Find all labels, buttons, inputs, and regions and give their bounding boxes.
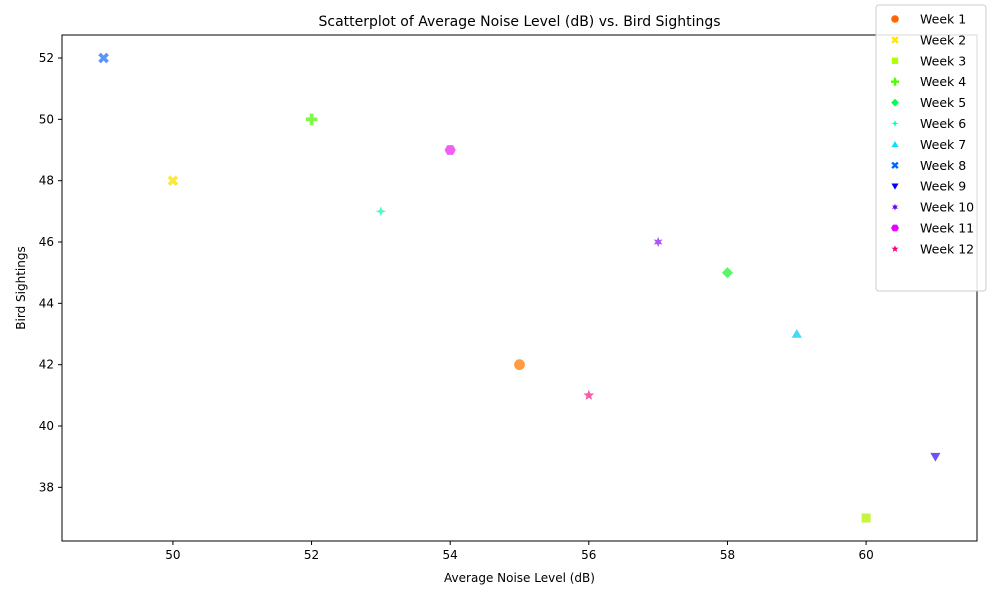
legend-marker: [890, 76, 900, 87]
legend-marker: [890, 223, 900, 233]
y-tick-label: 44: [39, 296, 54, 310]
legend-marker: [890, 35, 900, 45]
legend-marker: [889, 117, 901, 130]
legend-label: Week 9: [920, 179, 966, 194]
legend: Week 1 Week 2 Week 3 Week 4 Week 5 Week 6 Week…: [875, 4, 987, 292]
y-axis-label: Bird Sightings: [14, 246, 28, 329]
y-tick-label: 48: [39, 174, 54, 188]
legend-label: Week 1: [920, 12, 966, 27]
legend-box: [875, 4, 987, 292]
legend-marker: [891, 56, 899, 65]
data-point: [651, 234, 665, 250]
legend-marker: [890, 182, 900, 192]
x-tick-label: 54: [443, 548, 458, 562]
data-point: [720, 266, 735, 280]
legend-label: Week 7: [920, 137, 966, 152]
legend-label: Week 3: [920, 53, 966, 68]
legend-marker: [890, 160, 900, 171]
data-point: [513, 358, 526, 371]
data-point: [928, 452, 942, 464]
legend-label: Week 4: [920, 74, 966, 89]
x-axis-label: Average Noise Level (dB): [444, 571, 595, 585]
y-axis: 38 40 42 44 46 48 50 52: [39, 51, 62, 494]
legend-marker: [890, 14, 900, 24]
legend-label: Week 6: [920, 116, 966, 131]
x-tick-label: 50: [165, 548, 180, 562]
legend-marker: [890, 97, 900, 108]
legend-marker: [890, 201, 900, 213]
data-point: [305, 112, 319, 126]
data-point: [166, 174, 180, 188]
y-tick-label: 52: [39, 51, 54, 65]
y-tick-label: 46: [39, 235, 54, 249]
y-tick-label: 50: [39, 112, 54, 126]
plot-area: [61, 34, 978, 542]
x-tick-label: 60: [858, 548, 873, 562]
legend-marker: [889, 242, 901, 254]
data-point: [373, 203, 389, 219]
legend-label: Week 8: [920, 158, 966, 173]
legend-label: Week 10: [920, 200, 974, 215]
y-tick-label: 42: [39, 358, 54, 372]
data-point: [97, 51, 111, 65]
legend-label: Week 2: [920, 32, 966, 47]
legend-label: Week 11: [920, 221, 974, 236]
legend-marker: [890, 139, 900, 148]
chart-title: Scatterplot of Average Noise Level (dB) …: [318, 14, 720, 30]
data-point: [581, 387, 597, 402]
x-axis: 50 52 54 56 58 60: [165, 541, 874, 562]
x-tick-label: 56: [581, 548, 596, 562]
legend-label: Week 12: [920, 241, 974, 256]
x-tick-label: 52: [304, 548, 319, 562]
y-tick-label: 40: [39, 419, 54, 433]
legend-label: Week 5: [920, 95, 966, 110]
data-points: [97, 51, 942, 524]
data-point: [860, 512, 872, 524]
data-point: [790, 327, 804, 339]
y-tick-label: 38: [39, 480, 54, 494]
data-point: [443, 144, 457, 156]
x-tick-label: 58: [720, 548, 735, 562]
